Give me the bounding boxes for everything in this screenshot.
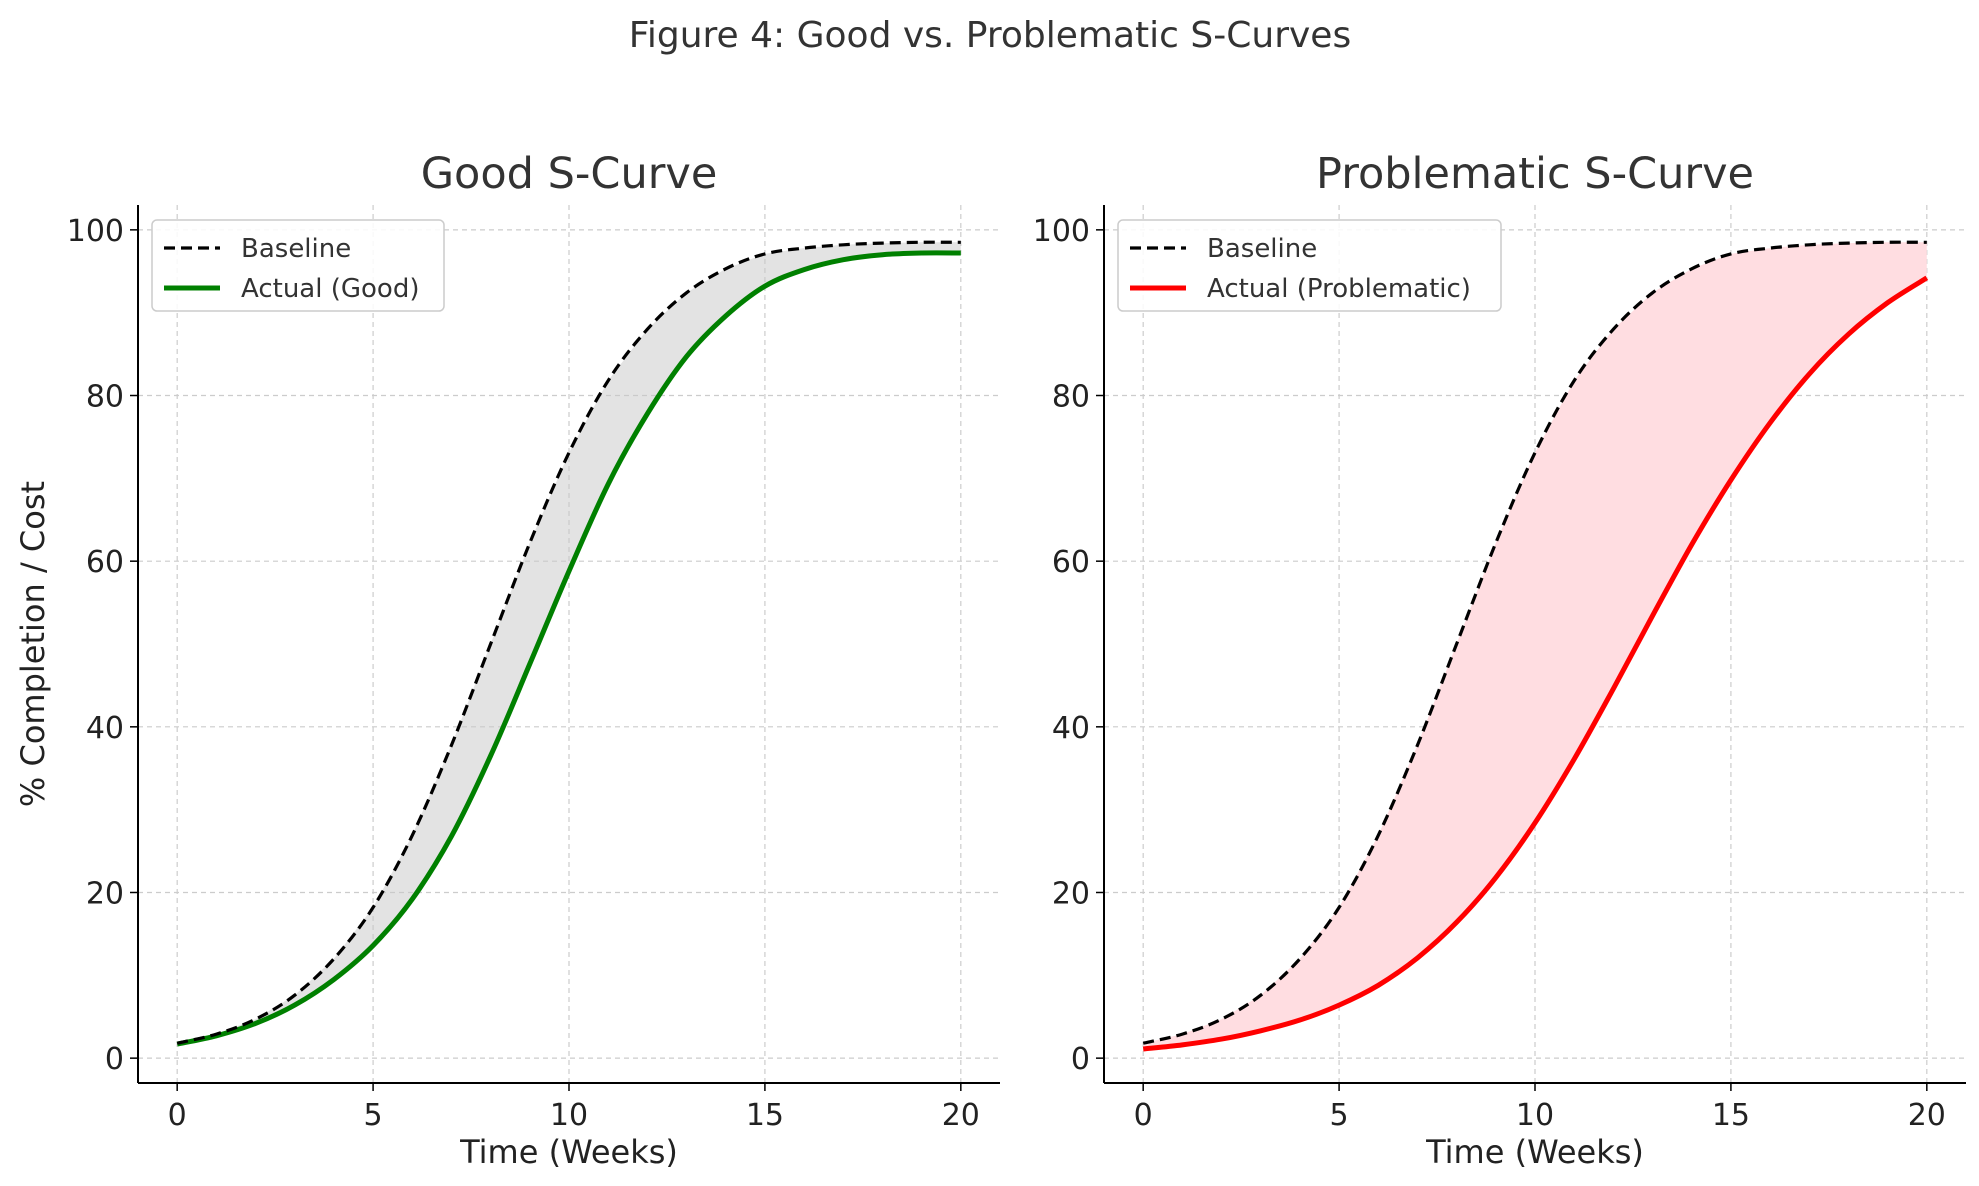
- y-tick-label: 20: [86, 876, 124, 911]
- x-tick-label: 15: [1712, 1098, 1750, 1133]
- figure-title: Figure 4: Good vs. Problematic S-Curves: [629, 15, 1351, 56]
- series-line-actual-problematic: [1142, 275, 1929, 1052]
- x-tick-label: 20: [1908, 1098, 1946, 1133]
- y-tick-label: 0: [105, 1042, 124, 1077]
- x-tick-label: 0: [1134, 1098, 1153, 1133]
- y-tick-label: 0: [1071, 1042, 1090, 1077]
- legend-label-baseline: Baseline: [241, 234, 351, 264]
- y-tick-label: 60: [1052, 545, 1090, 580]
- y-tick-label: 80: [1052, 380, 1090, 415]
- x-tick-label: 15: [746, 1098, 784, 1133]
- x-axis-label: Time (Weeks): [459, 1133, 678, 1171]
- y-tick-label: 60: [86, 545, 124, 580]
- x-axis-label: Time (Weeks): [1425, 1133, 1644, 1171]
- x-tick-label: 10: [550, 1098, 588, 1133]
- series-line-actual-good: [176, 250, 961, 1047]
- legend-box: [151, 219, 445, 312]
- legend-label-actual: Actual (Problematic): [1207, 274, 1471, 304]
- series-line-baseline: [1142, 240, 1927, 1045]
- y-tick-label: 20: [1052, 876, 1090, 911]
- x-tick-label: 5: [1330, 1098, 1349, 1133]
- fill-between-area: [1143, 242, 1927, 1050]
- chart-title: Good S-Curve: [421, 149, 718, 199]
- x-tick-label: 5: [364, 1098, 383, 1133]
- x-tick-label: 10: [1516, 1098, 1554, 1133]
- legend-label-baseline: Baseline: [1207, 234, 1317, 264]
- series-line-baseline: [176, 240, 961, 1045]
- y-axis-label: % Completion / Cost: [14, 481, 52, 807]
- y-tick-label: 40: [86, 711, 124, 746]
- legend-label-actual: Actual (Good): [241, 274, 419, 304]
- y-tick-label: 40: [1052, 711, 1090, 746]
- legend-box: [1117, 219, 1502, 312]
- chart-title: Problematic S-Curve: [1316, 149, 1754, 199]
- y-tick-label: 80: [86, 380, 124, 415]
- problematic-s-curve-panel: 0 5 10 15 20 0 20 40 60 80 100 Problematic S-Curve T…: [1033, 149, 1966, 1171]
- good-s-curve-panel: 0 5 10 15 20 0 20 40 60 80 100 Good S-Curve Time (We…: [14, 149, 1000, 1171]
- y-tick-label: 100: [67, 214, 124, 249]
- x-tick-label: 20: [942, 1098, 980, 1133]
- y-tick-label: 100: [1033, 214, 1090, 249]
- x-tick-label: 0: [168, 1098, 187, 1133]
